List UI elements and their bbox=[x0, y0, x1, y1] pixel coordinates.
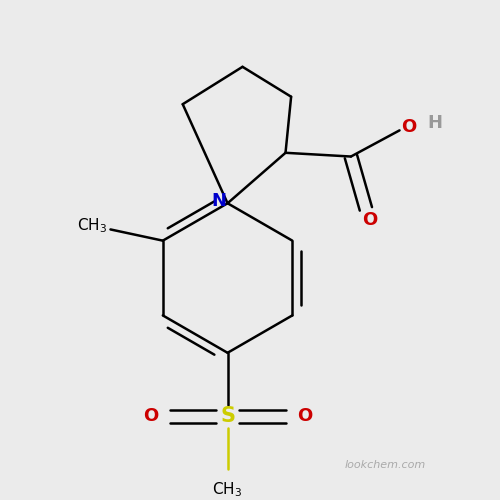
Text: O: O bbox=[362, 211, 378, 229]
Text: N: N bbox=[212, 192, 227, 210]
Text: lookchem.com: lookchem.com bbox=[344, 460, 426, 470]
Text: O: O bbox=[296, 408, 312, 426]
Text: O: O bbox=[143, 408, 158, 426]
Text: H: H bbox=[428, 114, 442, 132]
Text: CH$_3$: CH$_3$ bbox=[212, 480, 242, 498]
Text: O: O bbox=[402, 118, 416, 136]
Text: CH$_3$: CH$_3$ bbox=[76, 216, 106, 235]
Text: S: S bbox=[220, 406, 235, 426]
